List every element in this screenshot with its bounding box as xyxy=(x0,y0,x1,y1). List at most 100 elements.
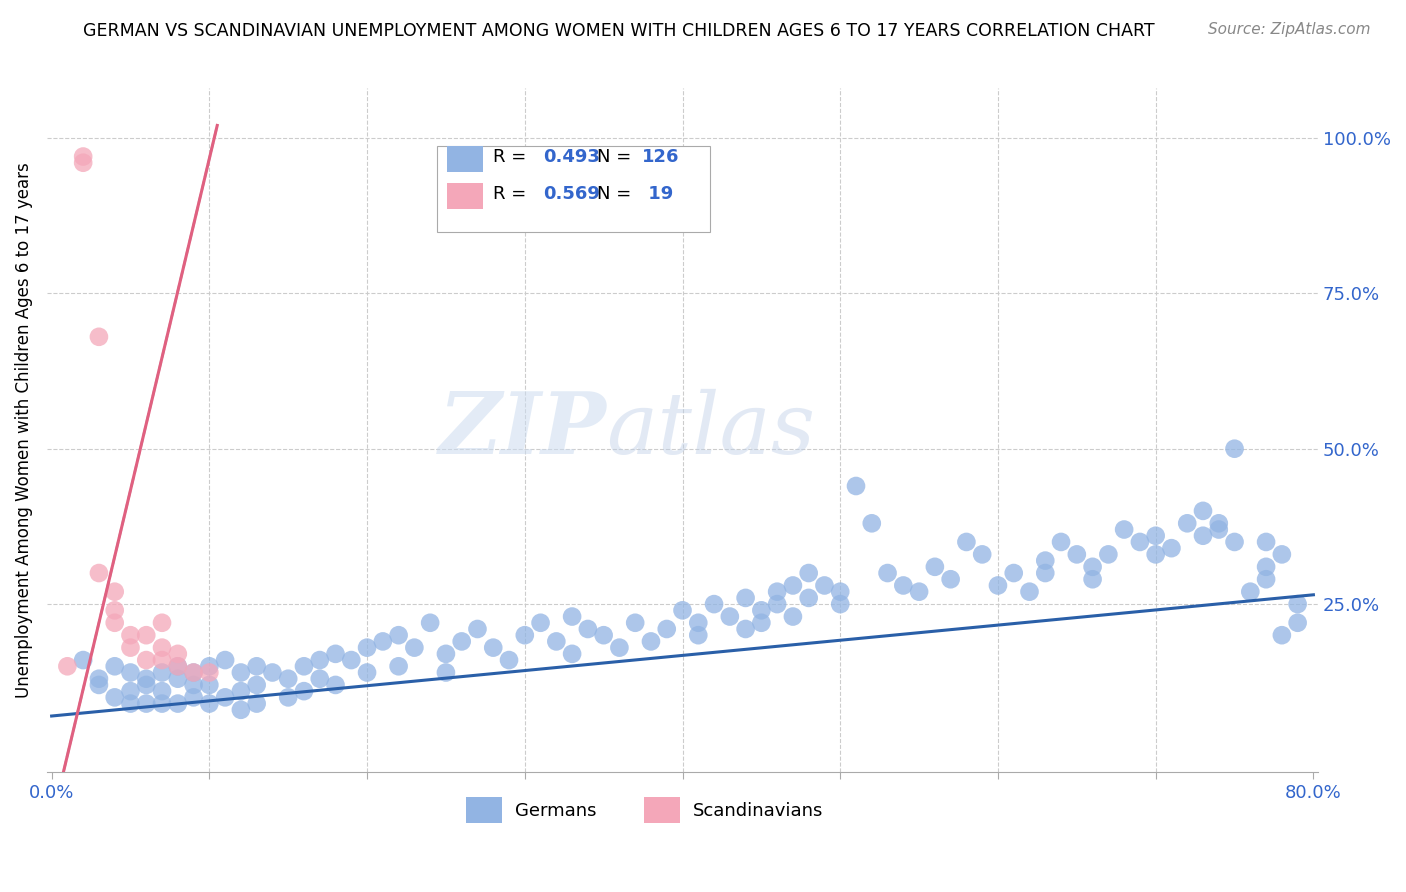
Point xyxy=(166,659,188,673)
Point xyxy=(1018,584,1040,599)
Point xyxy=(120,640,142,655)
Point xyxy=(467,622,489,636)
Point xyxy=(1192,529,1215,543)
Point xyxy=(104,659,127,673)
Point xyxy=(135,672,157,686)
Point xyxy=(718,609,741,624)
Point xyxy=(340,653,363,667)
Point xyxy=(404,640,426,655)
Bar xyxy=(447,146,482,172)
Point xyxy=(246,697,269,711)
Point xyxy=(87,678,110,692)
Point xyxy=(1208,516,1230,531)
Text: Source: ZipAtlas.com: Source: ZipAtlas.com xyxy=(1208,22,1371,37)
Point xyxy=(529,615,551,630)
Point xyxy=(1144,529,1167,543)
Point xyxy=(87,672,110,686)
Text: 0.493: 0.493 xyxy=(543,148,599,166)
Bar xyxy=(437,146,710,232)
Point xyxy=(135,628,157,642)
Point xyxy=(830,584,852,599)
Point xyxy=(1254,535,1277,549)
Point xyxy=(1286,597,1309,611)
Point xyxy=(1033,553,1056,567)
Point xyxy=(1066,548,1088,562)
Point xyxy=(734,591,756,605)
Point xyxy=(1254,559,1277,574)
Point xyxy=(120,665,142,680)
Point xyxy=(325,647,347,661)
Point xyxy=(688,628,710,642)
Point xyxy=(1050,535,1073,549)
Point xyxy=(104,584,127,599)
Point xyxy=(150,684,173,698)
Point xyxy=(371,634,394,648)
Text: Germans: Germans xyxy=(515,802,596,820)
Point xyxy=(120,697,142,711)
Point xyxy=(1002,566,1025,580)
Point xyxy=(498,653,520,667)
Point xyxy=(766,597,789,611)
Point xyxy=(1097,548,1119,562)
Point xyxy=(1129,535,1152,549)
Text: R =: R = xyxy=(494,148,531,166)
Point xyxy=(150,665,173,680)
Point xyxy=(150,640,173,655)
Point xyxy=(797,566,820,580)
Point xyxy=(845,479,868,493)
Point xyxy=(292,684,315,698)
Point xyxy=(1208,523,1230,537)
Point xyxy=(1175,516,1198,531)
Point xyxy=(876,566,898,580)
Point xyxy=(150,615,173,630)
Point xyxy=(104,615,127,630)
Point xyxy=(1081,572,1104,586)
Point xyxy=(325,678,347,692)
Point xyxy=(972,548,994,562)
Point xyxy=(292,659,315,673)
Point xyxy=(166,647,188,661)
Point xyxy=(751,603,773,617)
Point xyxy=(955,535,977,549)
Point xyxy=(198,678,221,692)
Point xyxy=(87,566,110,580)
Point xyxy=(640,634,662,648)
Point xyxy=(1271,548,1294,562)
Point xyxy=(246,678,269,692)
Point xyxy=(1271,628,1294,642)
Point xyxy=(576,622,599,636)
Point xyxy=(214,653,236,667)
Text: ZIP: ZIP xyxy=(439,388,606,472)
Point xyxy=(655,622,678,636)
Point xyxy=(482,640,505,655)
Point xyxy=(183,678,205,692)
Point xyxy=(813,578,835,592)
Text: GERMAN VS SCANDINAVIAN UNEMPLOYMENT AMONG WOMEN WITH CHILDREN AGES 6 TO 17 YEARS: GERMAN VS SCANDINAVIAN UNEMPLOYMENT AMON… xyxy=(83,22,1154,40)
Point xyxy=(166,659,188,673)
Point xyxy=(688,615,710,630)
Point xyxy=(1144,548,1167,562)
Point xyxy=(546,634,568,648)
Point xyxy=(183,690,205,705)
Point xyxy=(120,628,142,642)
Point xyxy=(262,665,284,680)
Point xyxy=(308,653,330,667)
Point xyxy=(183,665,205,680)
Point xyxy=(987,578,1010,592)
Point xyxy=(609,640,631,655)
Point xyxy=(308,672,330,686)
Point xyxy=(166,672,188,686)
Text: N =: N = xyxy=(598,186,637,203)
Point xyxy=(1286,615,1309,630)
Text: R =: R = xyxy=(494,186,531,203)
Text: Scandinavians: Scandinavians xyxy=(693,802,823,820)
Point xyxy=(166,697,188,711)
Point xyxy=(734,622,756,636)
Point xyxy=(751,615,773,630)
Point xyxy=(120,684,142,698)
Point xyxy=(1160,541,1182,556)
Text: 19: 19 xyxy=(641,186,673,203)
Point xyxy=(150,697,173,711)
Text: 126: 126 xyxy=(641,148,679,166)
Bar xyxy=(644,797,681,823)
